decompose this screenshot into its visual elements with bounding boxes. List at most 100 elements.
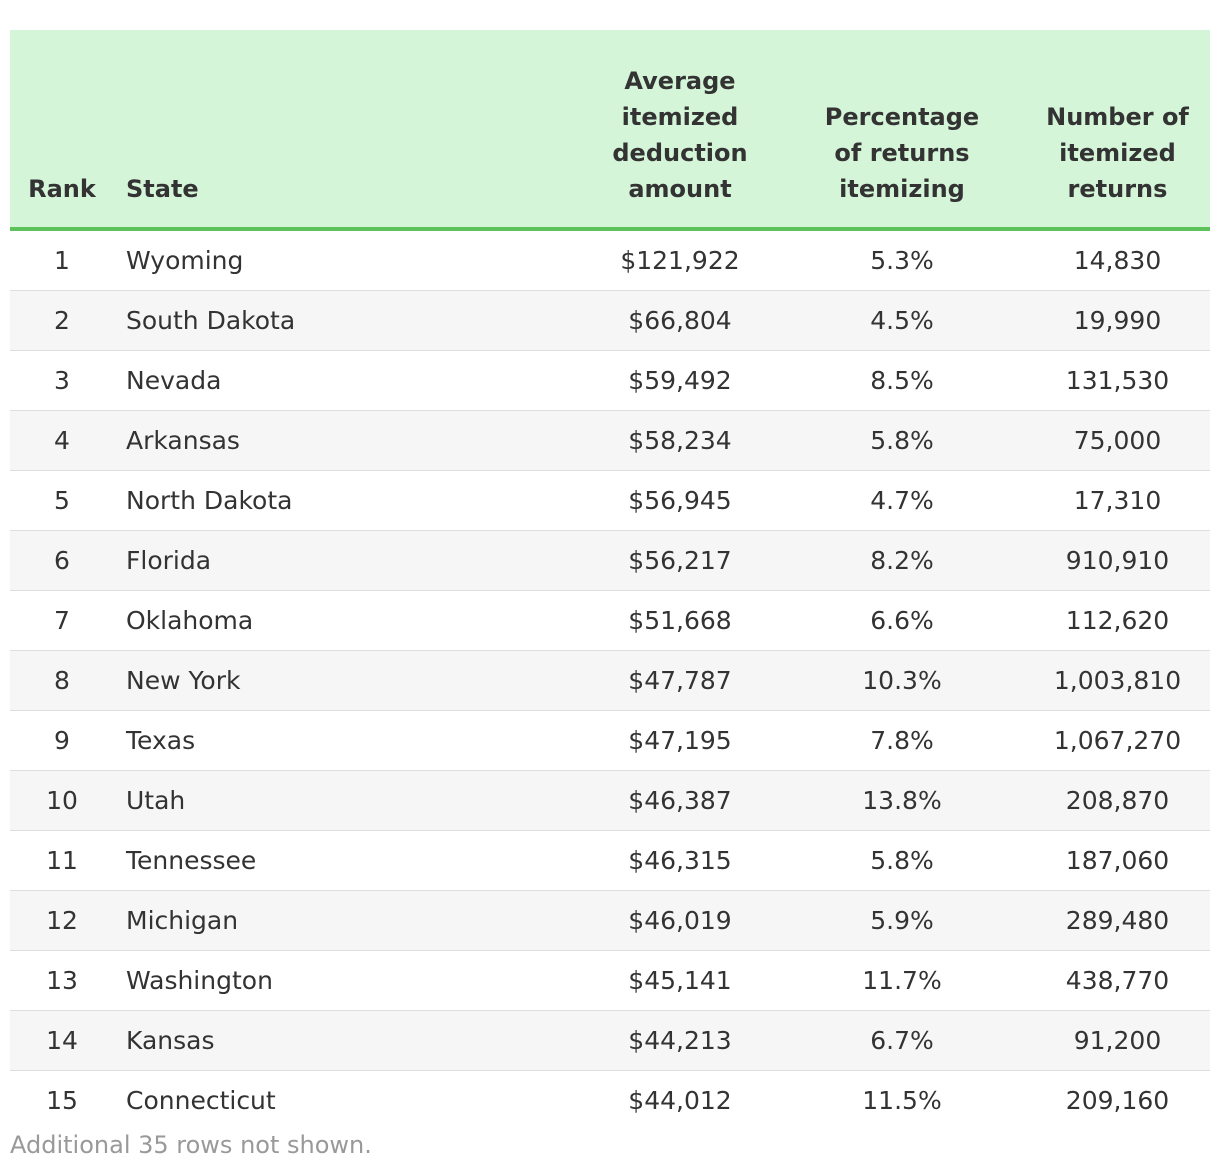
cell-average-deduction: $47,787 [581,650,779,711]
cell-average-deduction: $44,012 [628,1086,732,1115]
column-header-percentage-itemizing[interactable]: Percentage of returns itemizing [779,30,1025,231]
cell-number-itemized: 438,770 [1025,950,1210,1011]
cell-rank: 12 [10,890,114,951]
cell-number-itemized: 209,160 [1065,1086,1170,1115]
cell-state: Wyoming [114,229,581,291]
cell-percentage-itemizing: 4.5% [779,290,1025,351]
header-line: deduction [612,139,748,167]
table-row: 10 Utah $46,387 13.8% 208,870 [10,770,1210,831]
cell-state: Florida [114,530,581,591]
table-row: 12 Michigan $46,019 5.9% 289,480 [10,890,1210,951]
header-line: returns [1067,175,1168,203]
table-row: 1 Wyoming $121,922 5.3% 14,830 [10,229,1210,291]
table-row: 2 South Dakota $66,804 4.5% 19,990 [10,290,1210,351]
header-line: of returns [834,139,970,167]
header-line: itemizing [839,175,965,203]
cell-average-deduction: $46,387 [581,770,779,831]
table-row: 4 Arkansas $58,234 5.8% 75,000 [10,410,1210,471]
cell-percentage-itemizing: 11.5% [862,1086,942,1115]
cell-average-deduction: $46,315 [581,830,779,891]
cell-average-deduction: $45,141 [581,950,779,1011]
table-row: 5 North Dakota $56,945 4.7% 17,310 [10,470,1210,531]
cell-rank: 15 [46,1086,78,1115]
cell-rank: 7 [10,590,114,651]
cell-state: North Dakota [114,470,581,531]
header-line: Average [624,67,736,95]
header-line: itemized [621,103,739,131]
cell-average-deduction: $66,804 [581,290,779,351]
table-row: 13 Washington $45,141 11.7% 438,770 [10,950,1210,1011]
header-row: Rank State Average itemized deduction am… [10,30,1210,231]
cell-percentage-itemizing: 6.7% [779,1010,1025,1071]
cell-number-itemized: 910,910 [1025,530,1210,591]
cell-percentage-itemizing: 5.8% [779,830,1025,891]
column-header-average-deduction[interactable]: Average itemized deduction amount [581,30,779,231]
table-row: 7 Oklahoma $51,668 6.6% 112,620 [10,590,1210,651]
header-line: Percentage [824,103,980,131]
cell-average-deduction: $44,213 [581,1010,779,1071]
cell-average-deduction: $121,922 [581,229,779,291]
table-row: 11 Tennessee $46,315 5.8% 187,060 [10,830,1210,891]
cell-rank: 6 [10,530,114,591]
column-header-rank[interactable]: Rank [10,30,114,231]
cell-state: Kansas [114,1010,581,1071]
cell-percentage-itemizing: 7.8% [779,710,1025,771]
cell-rank: 9 [10,710,114,771]
cell-number-itemized: 19,990 [1025,290,1210,351]
cell-state: South Dakota [114,290,581,351]
table-row: 9 Texas $47,195 7.8% 1,067,270 [10,710,1210,771]
cell-state: Nevada [114,350,581,411]
cell-state: New York [114,650,581,711]
cell-percentage-itemizing: 6.6% [779,590,1025,651]
cell-percentage-itemizing: 8.5% [779,350,1025,411]
table-header: Rank State Average itemized deduction am… [10,30,1210,231]
cell-number-itemized: 131,530 [1025,350,1210,411]
table-row: 15 Connecticut $44,012 11.5% 209,160 [10,1071,1210,1131]
cell-number-itemized: 112,620 [1025,590,1210,651]
cell-number-itemized: 14,830 [1025,229,1210,291]
cell-average-deduction: $56,217 [581,530,779,591]
cell-number-itemized: 187,060 [1025,830,1210,891]
cell-percentage-itemizing: 11.7% [779,950,1025,1011]
cell-rank: 1 [10,229,114,291]
cell-state: Tennessee [114,830,581,891]
cell-percentage-itemizing: 13.8% [779,770,1025,831]
cell-rank: 3 [10,350,114,411]
cell-rank: 4 [10,410,114,471]
cell-number-itemized: 208,870 [1025,770,1210,831]
table-row: 14 Kansas $44,213 6.7% 91,200 [10,1010,1210,1071]
cell-state: Utah [114,770,581,831]
cell-percentage-itemizing: 8.2% [779,530,1025,591]
cell-percentage-itemizing: 5.9% [779,890,1025,951]
cell-rank: 13 [10,950,114,1011]
cell-average-deduction: $51,668 [581,590,779,651]
cell-percentage-itemizing: 4.7% [779,470,1025,531]
cell-average-deduction: $46,019 [581,890,779,951]
cell-average-deduction: $59,492 [581,350,779,411]
data-table-container: Rank State Average itemized deduction am… [10,30,1210,1130]
cell-state: Washington [114,950,581,1011]
cell-percentage-itemizing: 10.3% [779,650,1025,711]
cell-average-deduction: $58,234 [581,410,779,471]
cell-rank: 2 [10,290,114,351]
cell-percentage-itemizing: 5.3% [779,229,1025,291]
header-line: itemized [1059,139,1176,167]
cell-number-itemized: 91,200 [1025,1010,1210,1071]
header-line: Number of [1046,103,1189,131]
column-header-number-itemized[interactable]: Number of itemized returns [1025,30,1210,231]
cell-number-itemized: 1,067,270 [1025,710,1210,771]
cell-average-deduction: $47,195 [581,710,779,771]
itemized-deductions-table: Rank State Average itemized deduction am… [10,30,1210,1130]
cell-state: Arkansas [114,410,581,471]
cell-rank: 8 [10,650,114,711]
cell-average-deduction: $56,945 [581,470,779,531]
footer-note: Additional 35 rows not shown. [10,1131,372,1159]
cell-rank: 11 [10,830,114,891]
table-row: 6 Florida $56,217 8.2% 910,910 [10,530,1210,591]
cell-rank: 14 [10,1010,114,1071]
cell-rank: 5 [10,470,114,531]
column-header-state[interactable]: State [114,30,581,231]
table-row: 8 New York $47,787 10.3% 1,003,810 [10,650,1210,711]
cell-state: Texas [114,710,581,771]
table-body: 1 Wyoming $121,922 5.3% 14,830 2 South Dakota $… [10,229,1210,1130]
